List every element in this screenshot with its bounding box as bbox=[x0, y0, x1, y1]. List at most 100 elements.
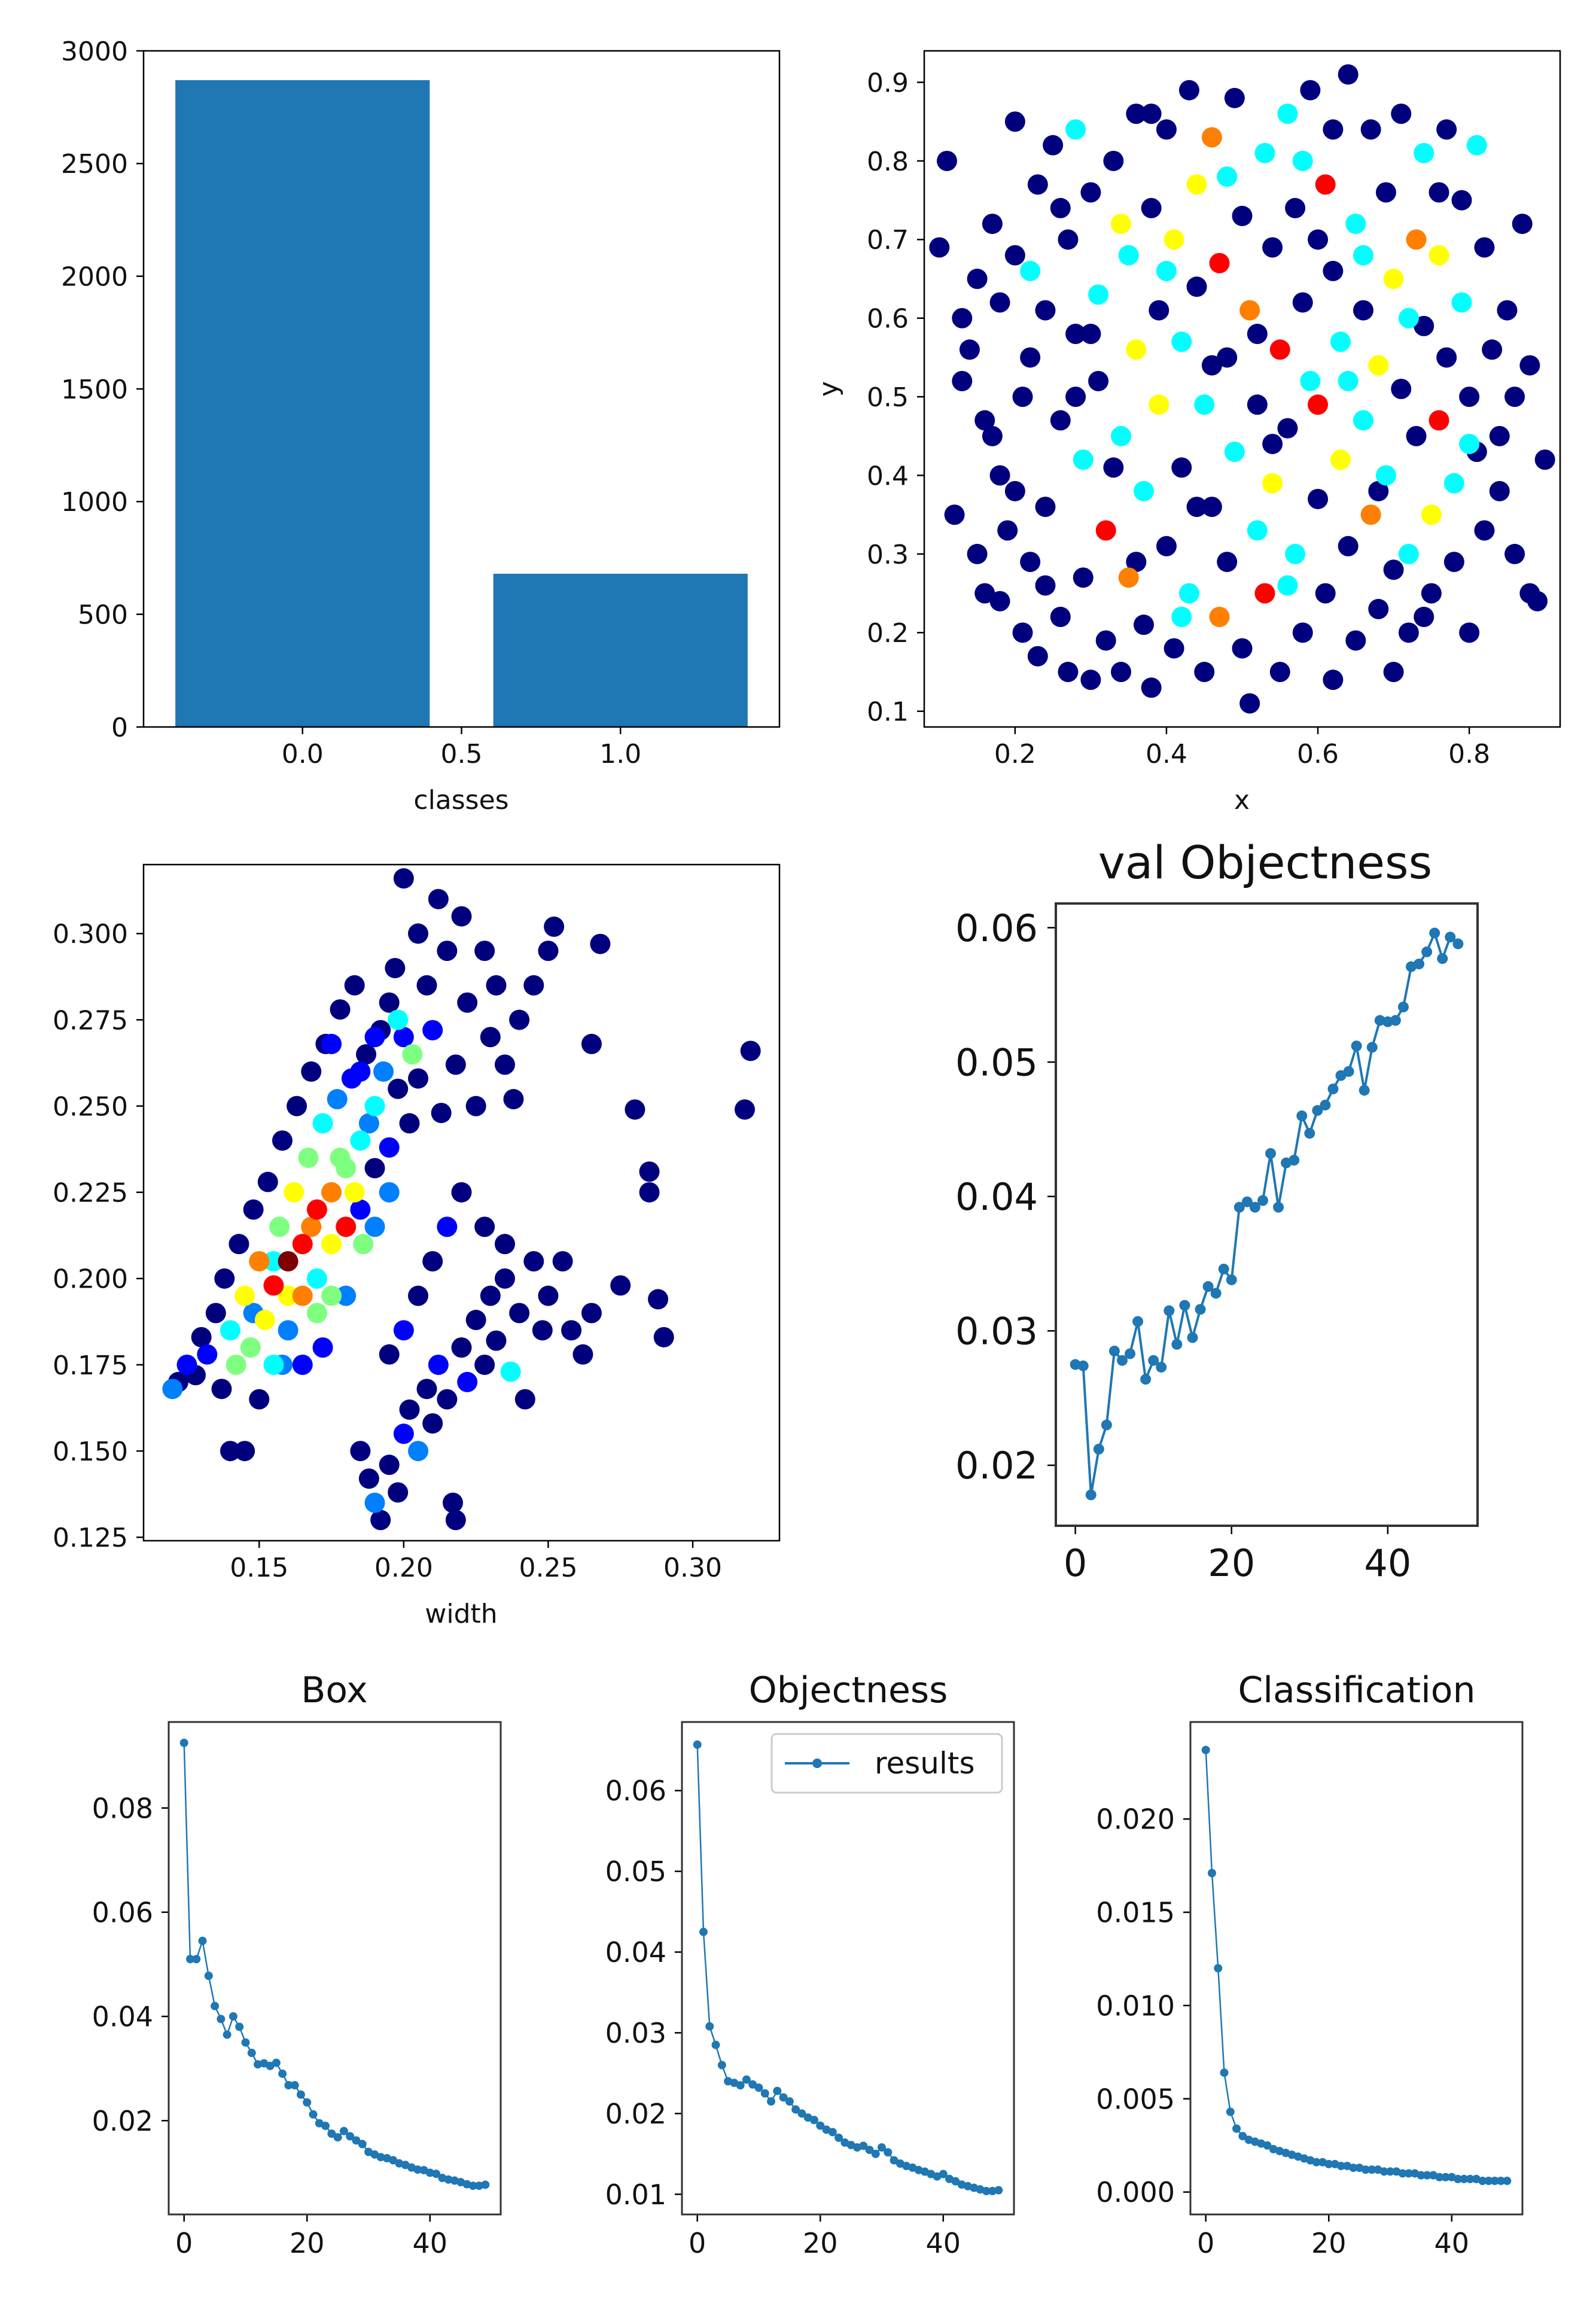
series-point bbox=[1379, 2167, 1388, 2176]
scatter-point bbox=[1398, 308, 1419, 328]
x-tick-label: 40 bbox=[926, 2227, 961, 2259]
series-point bbox=[834, 2133, 843, 2142]
scatter-point bbox=[465, 1310, 486, 1331]
series-point bbox=[767, 2097, 776, 2106]
series-point bbox=[1085, 1489, 1097, 1501]
series-point bbox=[988, 2186, 997, 2195]
scatter-point bbox=[330, 1148, 351, 1169]
scatter-point bbox=[1315, 583, 1336, 604]
series-point bbox=[1207, 1869, 1216, 1878]
series-point bbox=[773, 2086, 782, 2095]
series-point bbox=[235, 2022, 244, 2031]
series-point bbox=[699, 1927, 708, 1936]
objectness-title: Objectness bbox=[749, 1669, 948, 1711]
scatter-point bbox=[364, 1096, 385, 1116]
series-point bbox=[1108, 1345, 1120, 1356]
scatter-point bbox=[1512, 214, 1533, 235]
scatter-point bbox=[1504, 543, 1525, 564]
scatter-point bbox=[1368, 355, 1389, 376]
scatter-point bbox=[278, 1251, 299, 1272]
scatter-point bbox=[336, 1285, 357, 1306]
scatter-point bbox=[1035, 300, 1056, 321]
scatter-point bbox=[1308, 488, 1329, 509]
y-tick-label: 0.02 bbox=[955, 1444, 1038, 1487]
scatter-point bbox=[1436, 119, 1457, 140]
scatter-point bbox=[358, 1468, 379, 1489]
scatter-point bbox=[1141, 104, 1162, 124]
y-tick-label: 0 bbox=[111, 713, 128, 743]
scatter-point bbox=[952, 370, 973, 391]
y-tick-label: 0.05 bbox=[605, 1855, 666, 1888]
scatter-point bbox=[1474, 237, 1495, 258]
scatter-point bbox=[735, 1099, 756, 1120]
scatter-point bbox=[249, 1251, 270, 1272]
scatter-point bbox=[1277, 104, 1298, 124]
scatter-point bbox=[379, 1182, 400, 1203]
y-tick-label: 0.5 bbox=[867, 382, 909, 413]
scatter-point bbox=[1315, 174, 1336, 195]
scatter-point bbox=[1126, 552, 1147, 573]
scatter-point bbox=[1164, 229, 1184, 250]
scatter-point bbox=[1308, 394, 1329, 415]
series-point bbox=[1296, 1110, 1308, 1121]
scatter-point bbox=[428, 1354, 449, 1375]
scatter-point bbox=[1414, 315, 1434, 336]
y-tick-label: 2000 bbox=[61, 262, 128, 293]
series-point bbox=[693, 1740, 702, 1749]
scatter-point bbox=[437, 1389, 458, 1410]
scatter-point bbox=[514, 1389, 535, 1410]
scatter-point bbox=[1178, 583, 1199, 604]
scatter-point bbox=[445, 1054, 466, 1075]
scatter-point bbox=[451, 906, 472, 927]
x-tick-label: 20 bbox=[803, 2227, 838, 2259]
scatter-point bbox=[974, 583, 995, 604]
y-tick-label: 0.1 bbox=[867, 697, 909, 728]
scatter-point bbox=[1414, 142, 1434, 163]
wh-plot-area: 0.15 0.20 0.25 0.30 0.125 0.150 0.175 0.200 0.22… bbox=[53, 868, 761, 1583]
series-point bbox=[939, 2170, 948, 2179]
y-tick-label: 0.6 bbox=[867, 304, 909, 334]
x-tick-label: 0.30 bbox=[663, 1553, 722, 1583]
scatter-point bbox=[494, 1054, 515, 1075]
scatter-point bbox=[1489, 425, 1510, 446]
scatter-point bbox=[1065, 387, 1086, 407]
y-tick-label: 0.03 bbox=[605, 2017, 666, 2049]
scatter-point bbox=[552, 1251, 573, 1272]
series-point bbox=[1220, 2068, 1229, 2077]
scatter-point bbox=[1149, 300, 1169, 321]
series-point bbox=[1257, 1195, 1268, 1206]
classes-axes-frame bbox=[142, 50, 781, 728]
scatter-point bbox=[1111, 214, 1132, 235]
scatter-point bbox=[500, 1361, 521, 1382]
scatter-point bbox=[399, 1399, 420, 1420]
series-point bbox=[865, 2146, 874, 2155]
y-tick-label: 0.150 bbox=[53, 1437, 128, 1467]
series-point bbox=[1351, 1041, 1362, 1052]
scatter-point bbox=[451, 1337, 472, 1358]
series-point bbox=[1214, 1964, 1223, 1973]
scatter-point bbox=[1217, 166, 1238, 187]
series-point bbox=[1241, 1196, 1253, 1207]
scatter-point bbox=[1020, 260, 1041, 281]
scatter-point bbox=[486, 1330, 507, 1351]
scatter-point bbox=[344, 975, 365, 996]
series-point bbox=[1429, 927, 1440, 939]
scatter-point bbox=[538, 1285, 559, 1306]
series-point bbox=[1148, 1355, 1159, 1366]
series-point bbox=[736, 2081, 745, 2090]
scatter-point bbox=[1262, 473, 1283, 494]
y-tick-label: 0.020 bbox=[1096, 1803, 1175, 1836]
wh-axes-frame bbox=[142, 863, 781, 1542]
series-point bbox=[192, 1955, 201, 1964]
scatter-point bbox=[1239, 300, 1260, 321]
scatter-point bbox=[625, 1099, 645, 1120]
scatter-point bbox=[1065, 324, 1086, 345]
scatter-point bbox=[197, 1344, 218, 1365]
series-point bbox=[884, 2148, 893, 2157]
scatter-point bbox=[1239, 693, 1260, 714]
scatter-point bbox=[263, 1275, 284, 1296]
scatter-point bbox=[1004, 245, 1025, 266]
scatter-point bbox=[1095, 630, 1116, 651]
scatter-point bbox=[1345, 214, 1366, 235]
series-point bbox=[1218, 1263, 1229, 1274]
